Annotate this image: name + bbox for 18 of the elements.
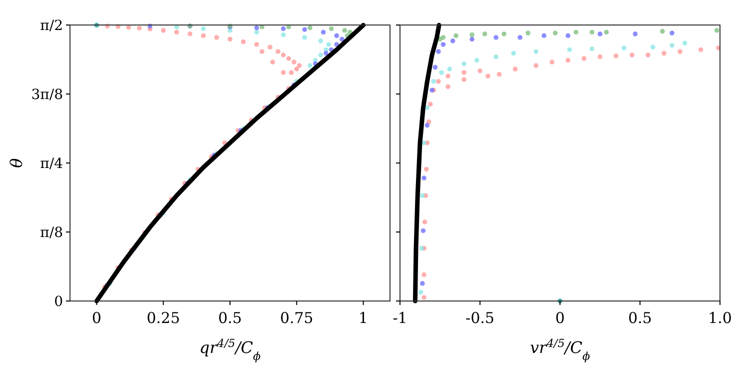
x-tick-label: 0 <box>92 309 102 327</box>
x-axis-title: qr$^{4/5}$/C$_{ϕ}$ <box>199 336 261 362</box>
x-tick-label: 0.25 <box>146 309 180 327</box>
y-tick-label: 3π/8 <box>31 87 63 103</box>
y-tick-label: π/4 <box>40 156 64 172</box>
x-tick-label: 1.0 <box>708 309 732 327</box>
y-tick-label: π/8 <box>40 225 63 241</box>
x-tick-label: 0.5 <box>218 309 242 327</box>
y-axis-title: θ <box>7 158 26 168</box>
x-tick-label: 1 <box>358 309 368 327</box>
y-tick-label: π/2 <box>40 18 63 34</box>
y-tick-label: 0 <box>54 294 63 310</box>
x-tick-label: 0.5 <box>628 309 652 327</box>
x-tick-label: -0.5 <box>466 309 494 327</box>
x-tick-label: -1 <box>392 309 408 327</box>
x-tick-label: 0.75 <box>280 309 314 327</box>
x-axis-title: vr$^{4/5}$/C$_{ϕ}$ <box>530 336 590 362</box>
x-tick-label: 0 <box>555 309 565 327</box>
